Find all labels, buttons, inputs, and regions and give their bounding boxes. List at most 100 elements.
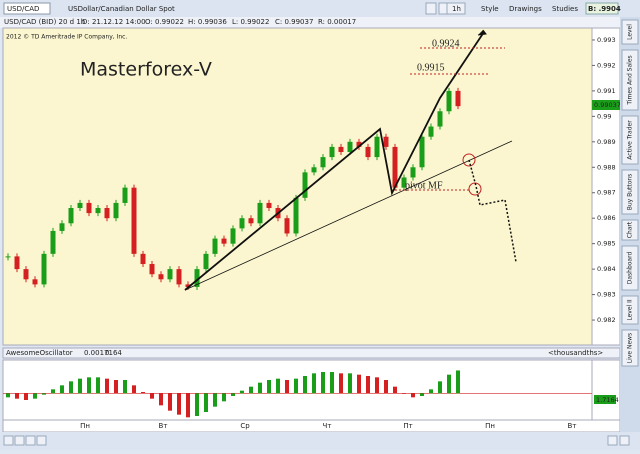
oscillator-bar	[213, 393, 217, 407]
side-tab[interactable]	[621, 219, 639, 241]
candle-body	[338, 146, 344, 152]
oscillator-bar	[177, 393, 181, 415]
last-price: 0.99037	[594, 101, 621, 109]
side-tab-label: Live News	[627, 333, 634, 363]
side-tab[interactable]	[621, 245, 639, 291]
y-tick-label: 0.989	[597, 138, 616, 146]
y-tick-label: 0.983	[597, 291, 616, 299]
oscillator-name: AwesomeOscillator	[6, 349, 73, 357]
arrow-head	[477, 29, 487, 36]
oscillator-bar	[195, 393, 199, 416]
side-tab[interactable]	[621, 49, 639, 111]
oscillator-value-label: 1.7164	[596, 396, 619, 404]
side-tab[interactable]	[621, 115, 639, 165]
candle-body	[140, 253, 146, 265]
info-row	[0, 17, 620, 28]
oscillator-bar	[87, 377, 91, 394]
candle-body	[374, 136, 380, 158]
candle-body	[320, 157, 326, 168]
oscillator-bar	[114, 380, 118, 394]
side-tab[interactable]	[621, 169, 639, 215]
side-tab[interactable]	[621, 295, 639, 325]
oscillator-bar	[60, 385, 64, 394]
candle-body	[401, 177, 407, 188]
candle-body	[257, 202, 263, 224]
candle-body	[266, 202, 272, 209]
oscillator-bar	[33, 393, 37, 399]
side-tab-label: Level	[627, 24, 634, 40]
oscillator-bar	[249, 386, 253, 394]
side-tab[interactable]	[621, 19, 639, 45]
candle-body	[221, 238, 227, 244]
oscillator-bar	[132, 385, 136, 394]
oscillator-bar	[393, 386, 397, 394]
candle-body	[167, 269, 173, 280]
oscillator-bar	[456, 370, 460, 394]
y-tick-label: 0.987	[597, 189, 616, 197]
oscillator-bar	[321, 372, 325, 394]
description: USDollar/Canadian Dollar Spot	[68, 5, 175, 13]
oscillator-bar	[69, 381, 73, 394]
x-tick-label: Вт	[159, 422, 168, 430]
y-tick-label: 0.988	[597, 163, 616, 171]
y-tick-label: 0.99	[597, 112, 611, 120]
candle-body	[32, 279, 38, 285]
oscillator-bar	[276, 378, 280, 394]
interval: 1h	[452, 5, 461, 13]
oscillator-bar	[285, 380, 289, 394]
bottom-bar	[0, 432, 640, 450]
chart-title: Masterforex-V	[80, 59, 212, 81]
candle-body	[122, 187, 128, 203]
annotation: pivot MF	[405, 180, 443, 191]
candle-body	[311, 167, 317, 173]
candle-body	[329, 146, 335, 158]
y-tick-label: 0.993	[597, 36, 616, 44]
side-tab-label: Chart	[627, 221, 634, 238]
instrument: USD/CAD (BID) 20 d 1h	[4, 18, 85, 26]
oscillator-bar	[222, 393, 226, 402]
oscillator-bar	[447, 374, 451, 394]
marker-circle	[468, 182, 482, 196]
oscillator-bar	[366, 376, 370, 394]
oscillator-bar	[357, 374, 361, 394]
oscillator-bar	[159, 393, 163, 406]
x-tick-label: Пт	[403, 422, 412, 430]
candle-body	[365, 146, 371, 158]
icon-button[interactable]	[425, 2, 437, 15]
candle-body	[50, 230, 56, 254]
trend-line	[184, 140, 513, 291]
oscillator-value: 0.0017164	[84, 349, 122, 357]
oscillator-bar	[231, 393, 235, 396]
candle-body	[158, 274, 164, 280]
side-tab-label: Dashboard	[627, 252, 634, 285]
oscillator-bar	[15, 393, 19, 399]
x-tick-label: Чт	[323, 422, 332, 430]
x-tick-label: Пн	[80, 422, 90, 430]
oscillator-zero: 0	[105, 349, 109, 357]
studies-button[interactable]: Studies	[552, 5, 578, 13]
side-tab[interactable]	[621, 329, 639, 367]
drawings-button[interactable]: Drawings	[509, 5, 542, 13]
oscillator-bar	[141, 392, 145, 394]
candle-body	[149, 264, 155, 275]
icon-button[interactable]	[3, 435, 14, 446]
icon-button[interactable]	[36, 435, 47, 446]
style-button[interactable]: Style	[481, 5, 499, 13]
oscillator-bar	[258, 382, 262, 394]
icon-button[interactable]	[619, 435, 630, 446]
interval-button[interactable]	[446, 2, 466, 15]
icon-button[interactable]	[14, 435, 25, 446]
icon-button[interactable]	[607, 435, 618, 446]
oscillator-bar	[78, 378, 82, 394]
oscillator-bar	[6, 393, 10, 398]
symbol-input[interactable]	[3, 2, 51, 15]
oscillator-bar	[150, 393, 154, 399]
oscillator-bar	[438, 381, 442, 394]
candle-body	[68, 208, 74, 224]
candle-body	[419, 136, 425, 168]
icon-button[interactable]	[25, 435, 36, 446]
side-tab-label: Buy Buttons	[627, 174, 634, 211]
oscillator-bar	[303, 376, 307, 394]
candle-body	[302, 172, 308, 198]
candle-body	[248, 218, 254, 224]
